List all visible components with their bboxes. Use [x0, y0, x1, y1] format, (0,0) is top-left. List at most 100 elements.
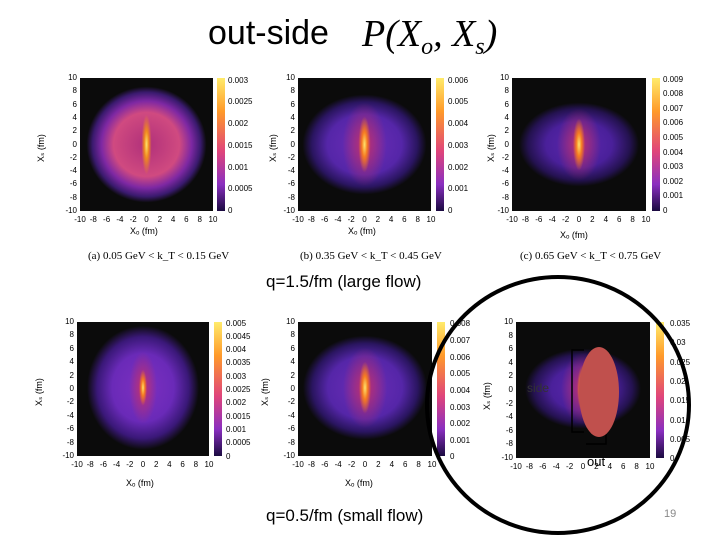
colorbar-label: 0.005	[450, 369, 471, 378]
x-tick-label: -10	[74, 215, 86, 224]
colorbar-label: 0.0025	[228, 97, 253, 106]
x-tick-label: 2	[376, 460, 381, 469]
heatmap-c	[512, 78, 646, 211]
y-tick-label: -4	[69, 166, 77, 176]
colorbar-label: 0.002	[228, 119, 249, 128]
x-tick-label: 2	[375, 215, 381, 224]
colorbar-label: 0.009	[663, 75, 684, 84]
y-tick-label: -8	[505, 439, 513, 449]
x-tick-label: -8	[521, 215, 529, 224]
x-tick-label: 6	[620, 462, 626, 471]
colorbar-label: 0.001	[663, 191, 684, 200]
colorbar-label: 0	[663, 206, 668, 215]
x-tick-label: 4	[170, 215, 176, 224]
annotation-out: out	[587, 454, 606, 469]
y-tick-label: -8	[287, 192, 295, 202]
colorbar-label: 0.008	[450, 319, 471, 328]
x-tick-label: -10	[292, 460, 304, 469]
x-tick-label: -2	[347, 215, 355, 224]
y-tick-label: 2	[290, 126, 295, 136]
x-axis-label: Xₒ (fm)	[130, 226, 158, 236]
colorbar-label: 0.003	[228, 76, 249, 85]
colorbar-label: 0.001	[226, 425, 247, 434]
y-tick-label: 10	[65, 317, 74, 326]
y-tick-label: -6	[501, 179, 509, 189]
formula: P(Xo, Xs)	[362, 13, 498, 60]
x-tick-label: -6	[103, 215, 111, 224]
y-tick-label: 10	[500, 73, 509, 82]
y-tick-label: -10	[65, 206, 77, 215]
y-tick-label: -10	[497, 206, 509, 215]
y-tick-label: 0	[69, 384, 74, 393]
x-tick-label: -4	[113, 460, 121, 469]
x-tick-label: 6	[616, 215, 622, 224]
out-bracket	[586, 432, 607, 445]
y-tick-label: 0	[72, 139, 77, 149]
x-tick-label: -6	[539, 462, 547, 471]
x-tick-label: -8	[307, 215, 315, 224]
y-tick-label: 2	[72, 126, 77, 136]
colorbar-label: 0.0035	[226, 358, 251, 367]
x-tick-label: 2	[590, 215, 595, 224]
x-axis-label: Xₒ (fm)	[560, 230, 588, 240]
y-tick-label: 4	[69, 357, 74, 367]
y-tick-label: -10	[283, 206, 295, 215]
x-tick-label: -6	[99, 460, 107, 469]
side-bracket	[571, 349, 584, 433]
y-tick-label: -10	[62, 451, 74, 460]
y-tick-label: 2	[290, 370, 295, 380]
colorbar-label: 0.003	[450, 403, 471, 412]
heatmap-a	[80, 78, 213, 211]
x-tick-label: 4	[388, 215, 394, 224]
x-tick-label: 10	[208, 215, 218, 224]
y-tick-label: 0	[504, 139, 509, 149]
x-tick-label: 2	[153, 460, 159, 469]
colorbar-label: 0	[448, 206, 453, 215]
x-tick-label: 0	[580, 462, 586, 471]
x-tick-label: 4	[607, 462, 613, 471]
x-tick-label: -10	[510, 462, 522, 471]
colorbar-label: 0.001	[448, 184, 469, 193]
y-tick-label: -2	[287, 152, 295, 162]
y-tick-label: -4	[505, 412, 513, 422]
y-tick-label: 6	[504, 99, 509, 109]
y-tick-label: 10	[286, 73, 295, 82]
caption-a: (a) 0.05 GeV < k_T < 0.15 GeV	[88, 250, 230, 262]
x-tick-label: -2	[129, 215, 137, 224]
colorbar-label: 0.003	[226, 372, 247, 381]
y-tick-label: 4	[290, 357, 295, 367]
colorbar-label: 0.03	[670, 338, 686, 347]
x-tick-label: 10	[426, 215, 436, 224]
x-tick-label: 6	[402, 460, 408, 469]
y-tick-label: 2	[69, 370, 74, 380]
x-tick-label: 2	[594, 462, 599, 471]
x-axis-label: Xₒ (fm)	[348, 226, 376, 236]
y-tick-label: -8	[69, 192, 77, 202]
y-tick-label: 8	[290, 86, 295, 96]
y-tick-label: -6	[66, 424, 74, 434]
colorbar-label: 0.006	[450, 353, 471, 362]
y-tick-label: 2	[508, 371, 513, 381]
x-tick-label: 0	[144, 215, 149, 224]
colorbar-label: 0.015	[670, 396, 691, 405]
heatmap-d	[77, 322, 209, 456]
y-tick-label: 10	[504, 317, 513, 326]
y-tick-label: -2	[287, 397, 295, 407]
colorbar-label: 0.0005	[226, 438, 251, 447]
colorbar-label: 0.001	[450, 436, 471, 445]
colorbar-label: 0.0025	[226, 385, 251, 394]
x-tick-label: -8	[525, 462, 533, 471]
x-axis-label: Xₒ (fm)	[126, 478, 154, 488]
y-tick-label: -6	[287, 424, 295, 434]
colorbar-label: 0	[228, 206, 233, 215]
y-tick-label: 10	[286, 317, 295, 326]
x-tick-label: 0	[362, 215, 367, 224]
x-tick-label: 10	[204, 460, 214, 469]
y-tick-label: 8	[504, 86, 509, 96]
y-tick-label: 4	[72, 112, 77, 122]
colorbar-label: 0.004	[663, 148, 684, 157]
y-tick-label: -8	[287, 437, 295, 447]
highlight-circle	[425, 275, 691, 535]
colorbar-label: 0	[226, 452, 231, 461]
slide-title: out-side	[208, 14, 329, 52]
